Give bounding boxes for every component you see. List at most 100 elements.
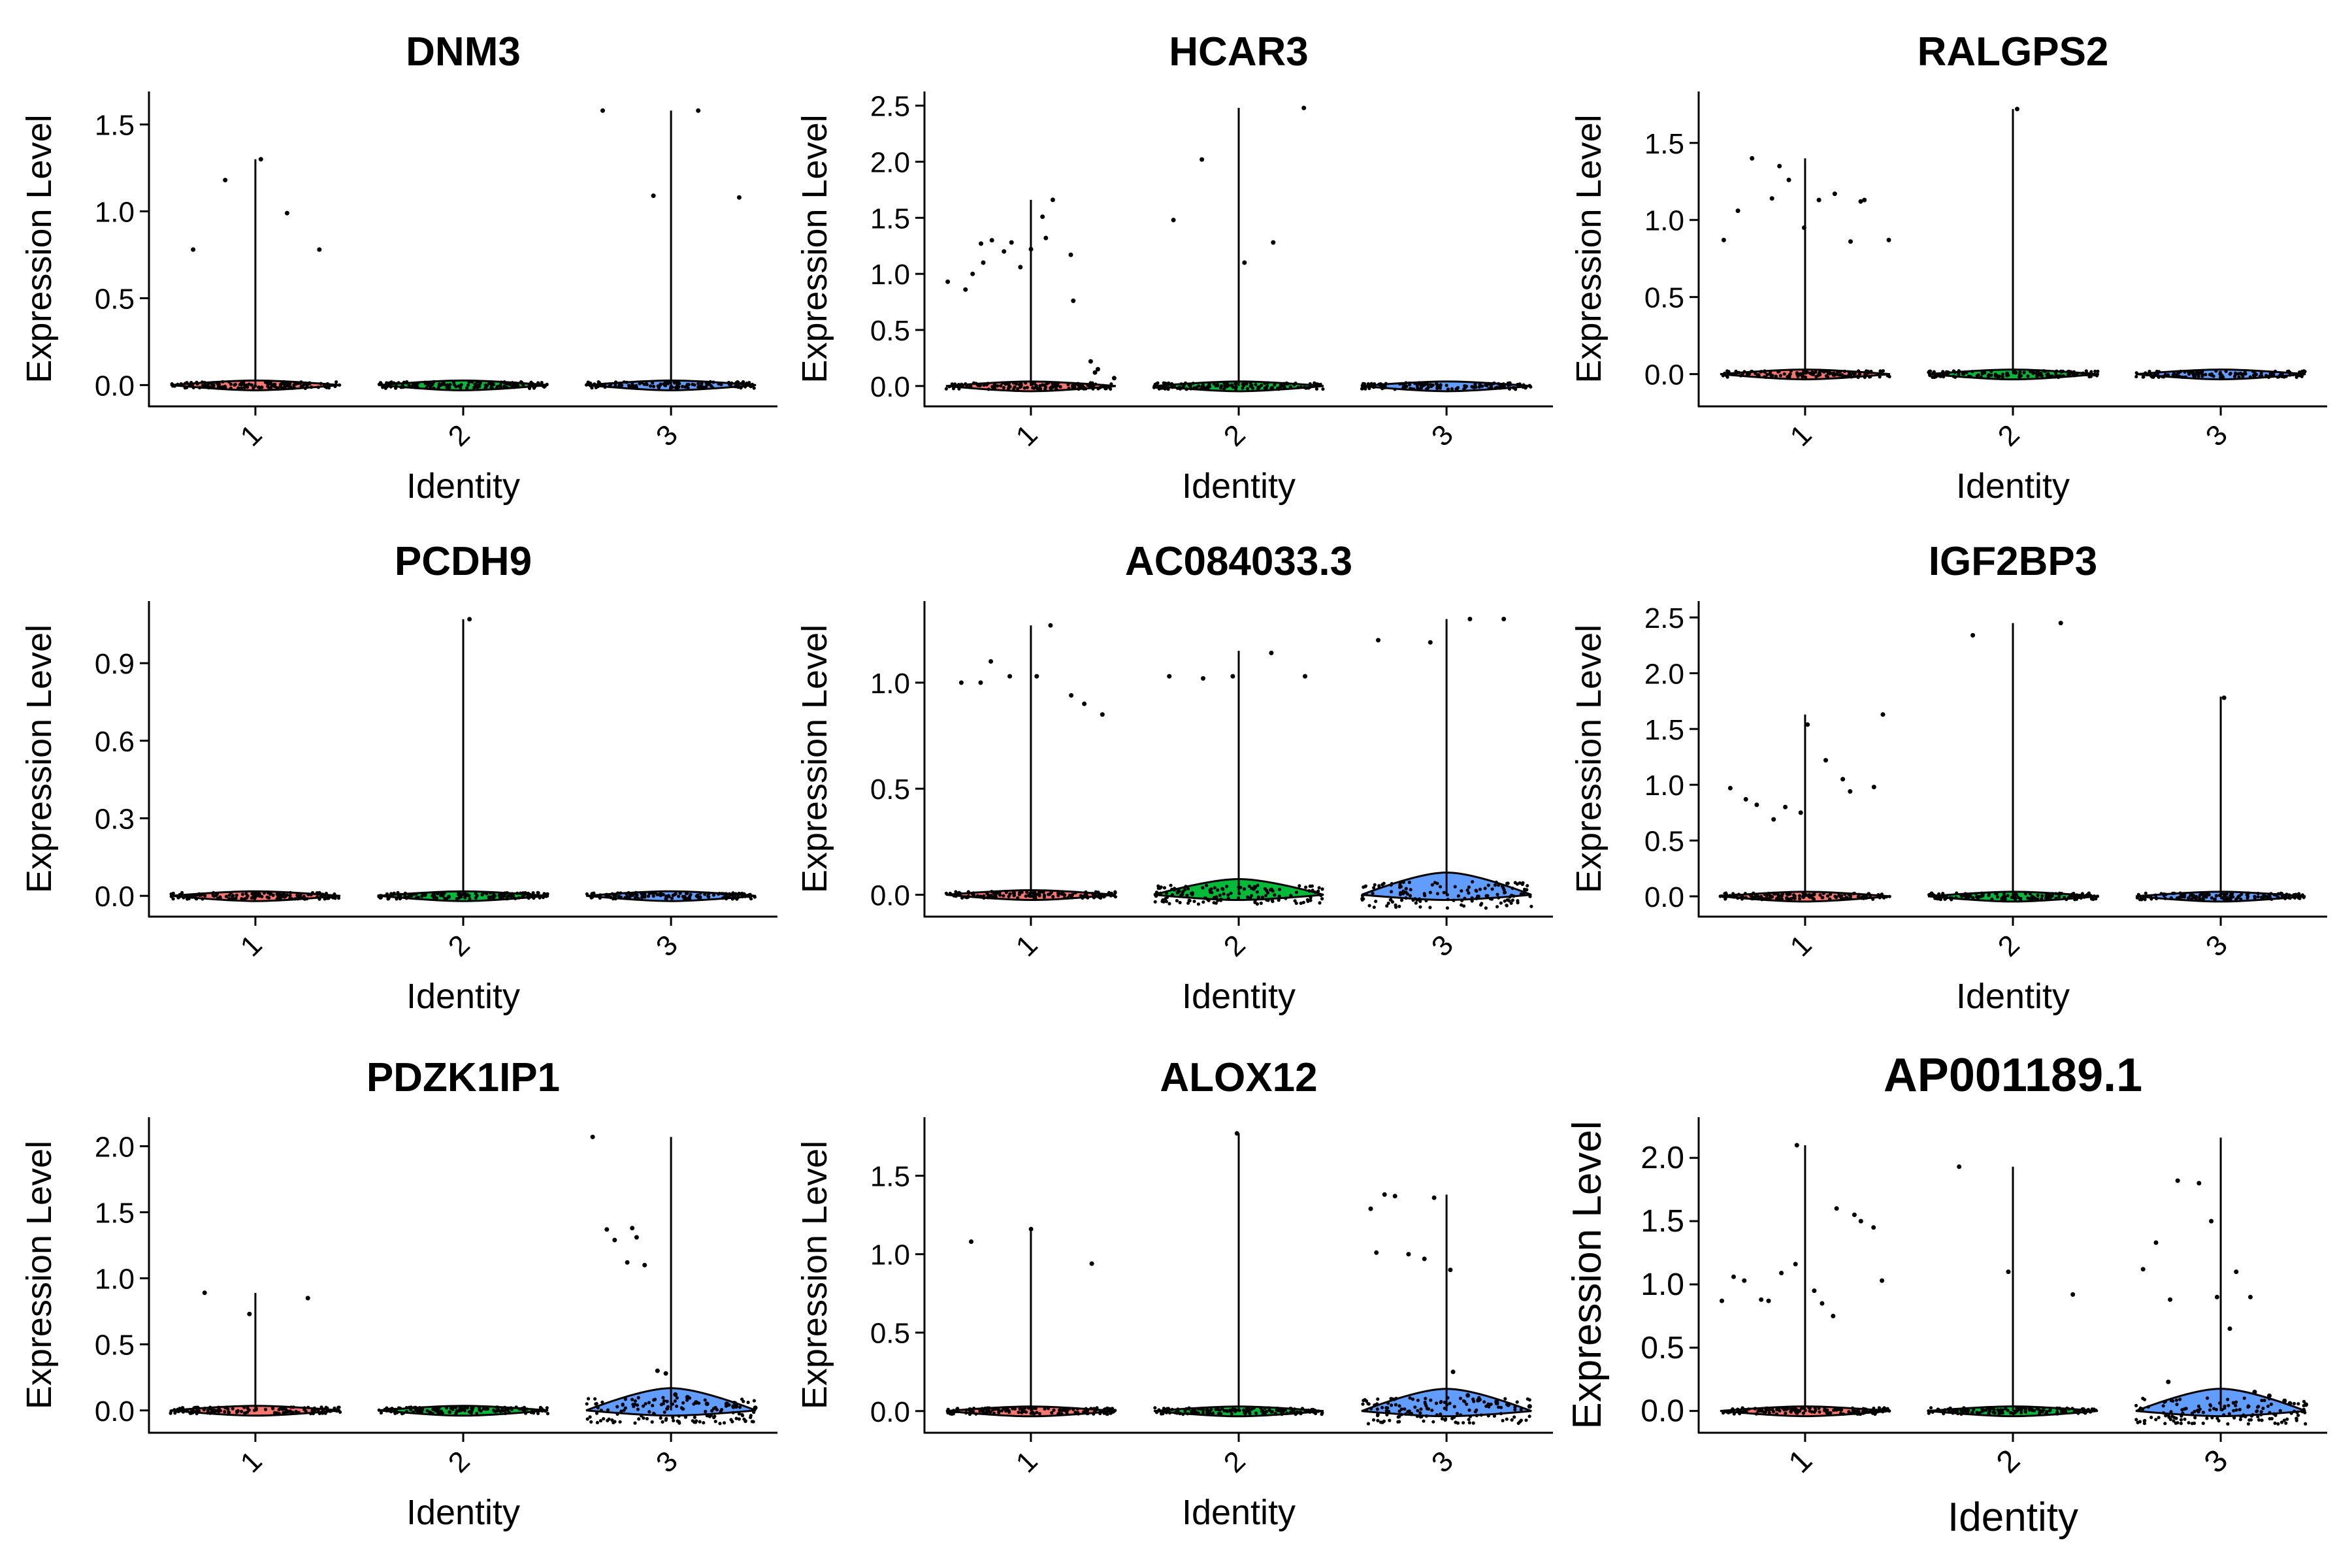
data-point: [1173, 1411, 1177, 1414]
data-point: [1760, 1409, 1764, 1413]
data-point: [1789, 896, 1793, 900]
data-point: [431, 1407, 435, 1411]
data-point: [1399, 898, 1404, 902]
data-point: [235, 1411, 239, 1414]
data-point: [2272, 1412, 2276, 1416]
data-point: [1386, 1406, 1390, 1410]
data-point: [1865, 895, 1869, 899]
data-point: [1109, 891, 1113, 895]
data-point: [1479, 1413, 1483, 1417]
data-point: [1777, 163, 1782, 169]
data-point: [1467, 885, 1471, 889]
data-point: [227, 1411, 231, 1414]
data-point: [440, 1411, 444, 1415]
data-point: [227, 380, 231, 384]
x-tick-label: 1: [235, 1445, 269, 1479]
data-point: [476, 385, 480, 389]
data-point: [1429, 1398, 1433, 1402]
data-point: [306, 892, 310, 896]
data-point: [454, 1405, 458, 1409]
data-point: [2284, 374, 2288, 378]
data-point: [404, 381, 408, 385]
data-point: [730, 381, 734, 385]
data-point: [2259, 1410, 2263, 1414]
data-point: [1861, 1411, 1865, 1415]
data-point: [1277, 1407, 1281, 1411]
data-point: [1495, 905, 1499, 909]
data-point: [1808, 1406, 1812, 1410]
data-point: [1452, 898, 1456, 902]
data-point: [2040, 894, 2044, 898]
data-point: [1196, 902, 1200, 906]
data-point: [1519, 892, 1523, 896]
data-point: [592, 891, 596, 895]
data-point: [1241, 386, 1245, 390]
data-point: [618, 1420, 622, 1424]
data-point: [1312, 1411, 1316, 1414]
data-point: [1161, 898, 1165, 902]
data-point: [1210, 890, 1214, 894]
data-point: [1028, 891, 1032, 895]
data-point: [239, 382, 243, 386]
data-point: [426, 383, 430, 387]
data-point: [2040, 897, 2044, 901]
data-point: [1500, 884, 1504, 888]
data-point: [1052, 1408, 1056, 1412]
data-point: [1034, 892, 1038, 896]
data-point: [539, 1409, 543, 1413]
data-point: [2201, 1421, 2205, 1426]
data-point: [1031, 1411, 1035, 1414]
data-point: [2256, 1414, 2260, 1418]
data-point: [1938, 898, 1942, 902]
data-point: [1756, 374, 1759, 378]
data-point: [1989, 373, 1993, 377]
data-point: [1306, 899, 1310, 904]
data-point: [1788, 372, 1791, 376]
data-point: [1850, 1411, 1854, 1415]
data-point: [585, 1402, 589, 1406]
x-axis-title: Identity: [406, 1493, 520, 1532]
data-point: [1302, 385, 1307, 389]
data-point: [534, 1409, 538, 1413]
data-point: [681, 1407, 685, 1411]
data-point: [247, 1311, 252, 1316]
data-point: [1026, 1406, 1031, 1410]
data-point: [675, 1404, 679, 1408]
data-point: [2141, 375, 2145, 379]
data-point: [725, 894, 728, 899]
data-point: [2210, 373, 2213, 377]
data-point: [1047, 1407, 1051, 1411]
data-point: [392, 891, 396, 895]
data-point: [1887, 894, 1891, 898]
data-point: [302, 894, 306, 898]
data-point: [1836, 370, 1840, 374]
data-point: [683, 385, 687, 389]
data-point: [998, 893, 1002, 897]
data-point: [1460, 903, 1463, 907]
data-point: [451, 380, 455, 384]
data-point: [2209, 1218, 2214, 1224]
data-point: [1869, 369, 1873, 374]
data-point: [250, 383, 253, 387]
data-point: [2001, 1408, 2004, 1412]
x-axis-title: Identity: [406, 977, 520, 1016]
data-point: [958, 680, 964, 685]
data-point: [636, 1403, 640, 1407]
data-point: [1731, 1274, 1736, 1279]
data-point: [1386, 901, 1390, 906]
data-point: [736, 195, 742, 200]
data-point: [1959, 893, 1963, 897]
data-point: [2139, 894, 2143, 898]
data-point: [1439, 1399, 1443, 1403]
data-point: [1933, 372, 1937, 377]
data-point: [993, 1407, 997, 1411]
data-point: [1526, 884, 1529, 888]
data-point: [1311, 889, 1315, 892]
data-point: [693, 1415, 696, 1419]
data-point: [1252, 885, 1256, 889]
data-point: [1214, 384, 1218, 388]
data-point: [402, 380, 406, 384]
data-point: [1488, 897, 1492, 901]
data-point: [651, 193, 656, 199]
